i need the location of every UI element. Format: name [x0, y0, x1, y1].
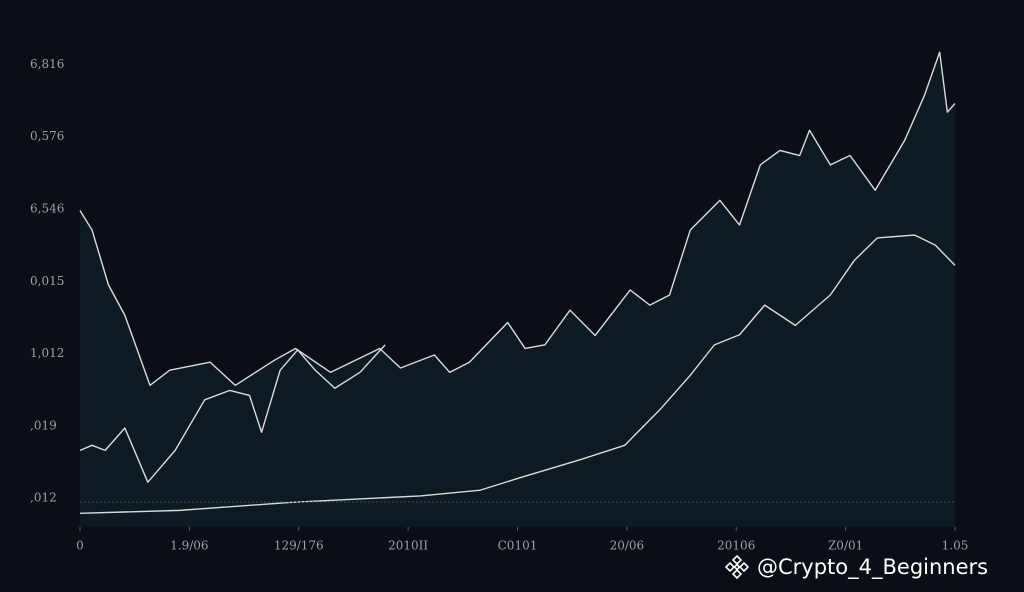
- x-tick-label: C0101: [498, 539, 538, 553]
- x-tick-label: 1.9/06: [170, 539, 208, 553]
- x-tick-label: Z0/01: [828, 539, 863, 553]
- line: [79, 344, 386, 483]
- watermark: @Crypto_4_Beginners: [757, 555, 988, 580]
- plot-area: ,012 ,019 1,012 0,015 6,546 0,576 6,816 0 1.9/06…: [30, 51, 969, 553]
- x-tick-label: 2010II: [388, 539, 428, 553]
- y-tick-label: 0,576: [30, 129, 64, 143]
- y-tick-label: 0,015: [30, 274, 64, 288]
- x-tick-label: 1.05: [942, 539, 969, 553]
- y-tick-label: ,012: [30, 491, 57, 505]
- watermark-icon: [724, 554, 750, 580]
- x-tick-label: 20106: [717, 539, 755, 553]
- y-tick-label: 6,816: [30, 57, 64, 71]
- x-tick-label: 0: [76, 539, 84, 553]
- x-tick-label: 20/06: [610, 539, 645, 553]
- y-tick-label: 6,546: [30, 202, 64, 216]
- line: [79, 234, 956, 514]
- y-tick-label: ,019: [30, 418, 57, 432]
- y-tick-label: 1,012: [30, 346, 64, 360]
- area: [80, 52, 955, 527]
- line: [79, 51, 956, 387]
- x-tick-label: 129/176: [274, 539, 324, 553]
